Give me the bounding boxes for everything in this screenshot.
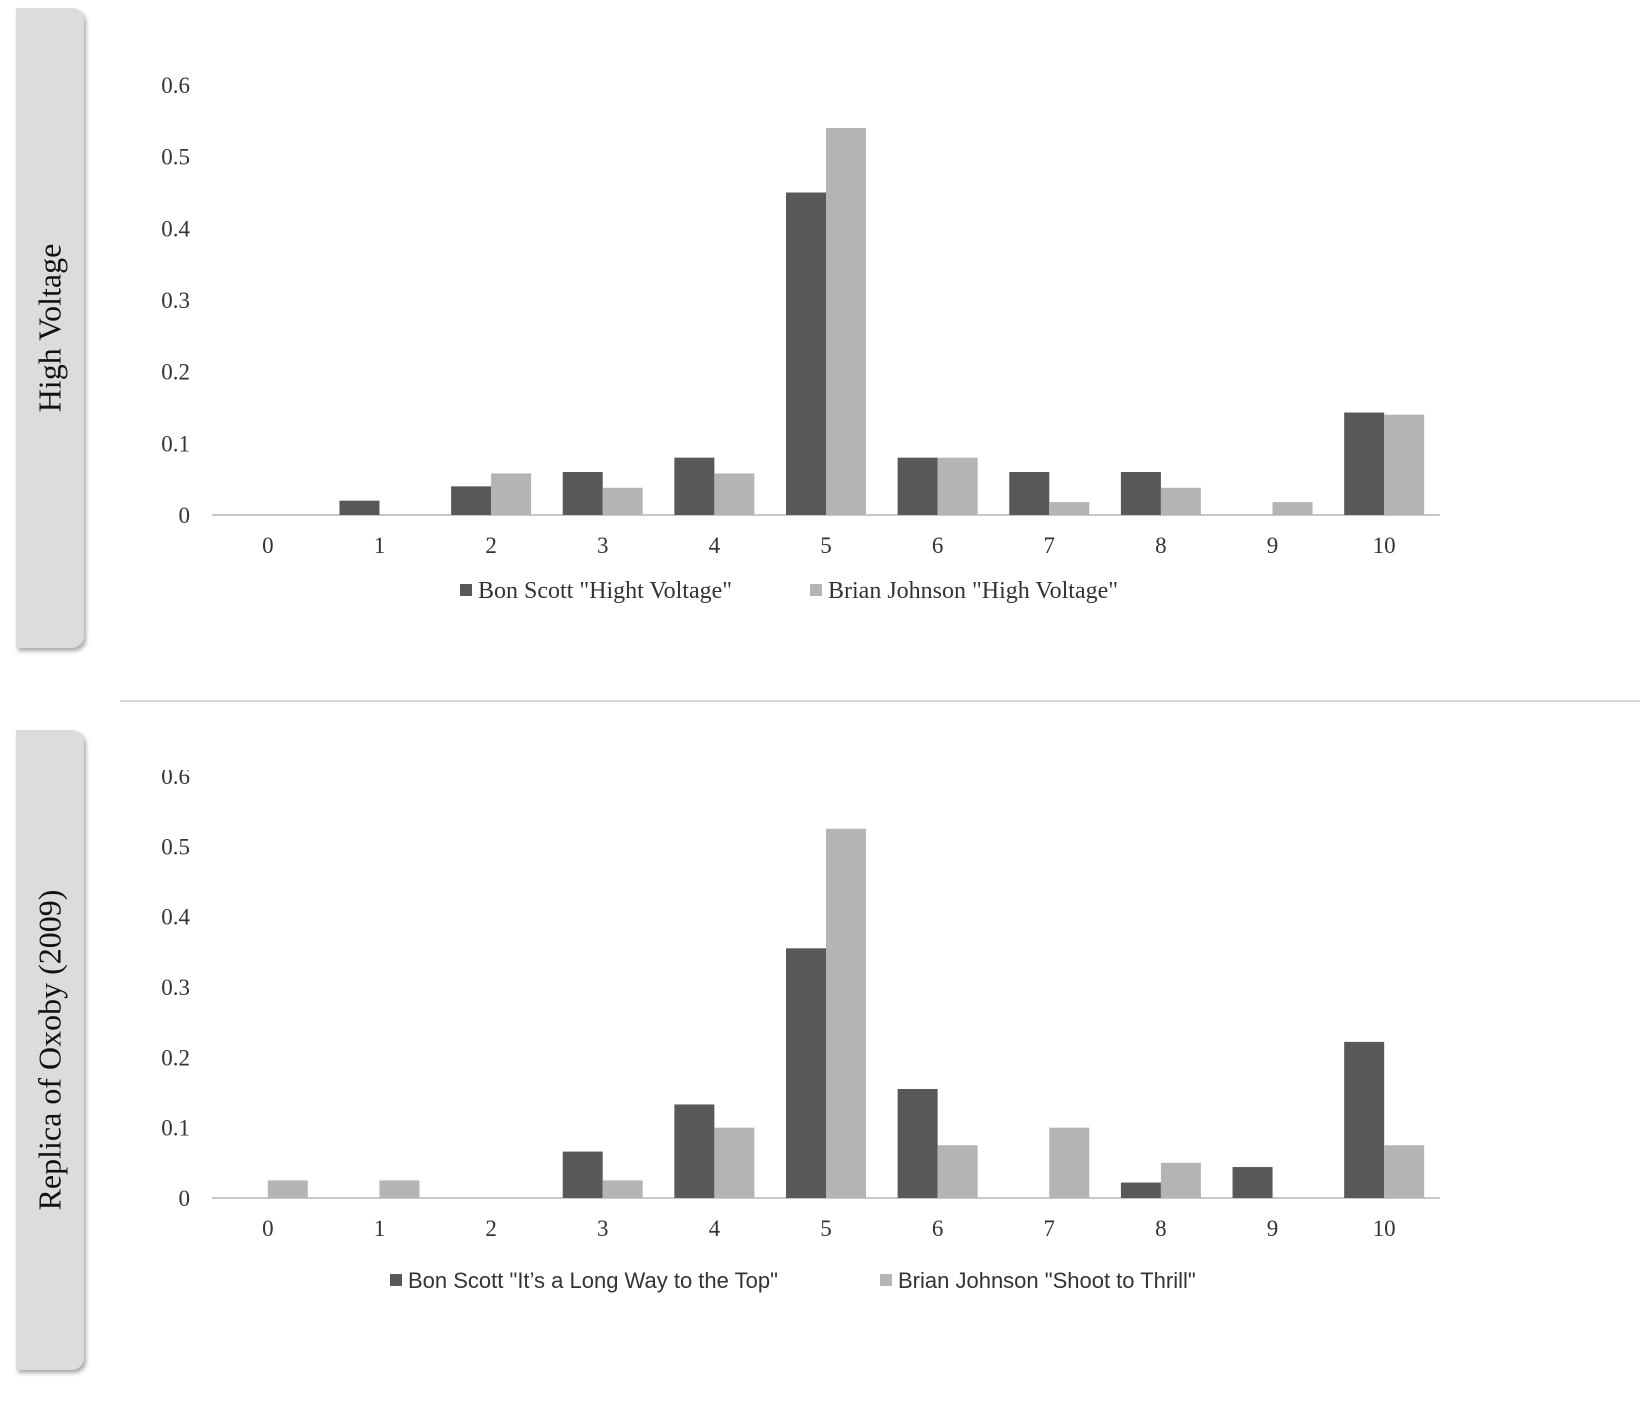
bar-series2-5 [826,828,866,1198]
x-tick-label: 8 [1155,533,1167,558]
y-tick-label: 0 [179,503,191,528]
legend-swatch [810,584,822,596]
bar-series1-2 [451,486,492,515]
legend-swatch [880,1274,892,1286]
x-tick-label: 10 [1373,1216,1396,1241]
y-tick-label: 0.4 [161,905,190,930]
panel-label: Replica of Oxoby (2009) [31,889,68,1211]
legend-entry: Bon Scott "Hight Voltage" [478,578,732,604]
bar-series1-10 [1344,412,1385,515]
bar-series1-6 [897,457,938,515]
panel-tab-high-voltage: High Voltage [16,8,84,648]
bar-series1-7 [1009,472,1050,515]
x-tick-label: 1 [374,533,386,558]
y-tick-label: 0.1 [161,1116,190,1141]
x-tick-label: 0 [262,533,274,558]
panel-tab-replica-oxoby: Replica of Oxoby (2009) [16,730,84,1370]
x-tick-label: 1 [374,1216,386,1241]
x-tick-label: 5 [820,533,832,558]
bar-series2-0 [267,1180,308,1198]
y-tick-label: 0.2 [161,360,190,385]
x-tick-label: 9 [1267,533,1279,558]
y-tick-label: 0.6 [161,73,190,98]
bar-series1-3 [562,472,603,515]
x-tick-label: 3 [597,1216,609,1241]
bar-series2-1 [379,1180,420,1198]
legend-entry: Bon Scott "It’s a Long Way to the Top" [408,1268,778,1293]
bar-series1-8 [1120,1182,1161,1198]
bar-series1-4 [674,457,715,515]
bar-series2-8 [1160,487,1201,515]
panel-divider [120,700,1640,702]
bar-series1-1 [339,500,380,515]
x-tick-label: 0 [262,1216,274,1241]
y-tick-label: 0 [179,1186,191,1211]
high-voltage-bar-chart: 0 0.1 0.2 0.3 0.4 0.5 0.6 0 1 2 3 4 5 6 7 8 9 10 Bon Scott… [161,73,1440,604]
bar-series2-10 [1384,1145,1425,1198]
bar-series2-6 [937,1145,978,1198]
x-tick-label: 10 [1373,533,1396,558]
x-tick-label: 4 [709,533,721,558]
legend-swatch [460,584,472,596]
legend-swatch [390,1274,402,1286]
x-tick-label: 7 [1044,1216,1056,1241]
y-tick-label: 0.3 [161,975,190,1000]
bar-series1-4 [674,1104,715,1198]
bar-series2-5 [826,128,866,515]
x-tick-label: 6 [932,1216,944,1241]
bar-series1-10 [1344,1041,1385,1198]
legend-entry: Brian Johnson "Shoot to Thrill" [898,1268,1196,1293]
y-tick-label: 0.2 [161,1045,190,1070]
x-tick-label: 5 [820,1216,832,1241]
bar-series2-7 [1049,502,1090,515]
bar-series2-10 [1384,414,1425,515]
x-tick-label: 7 [1044,533,1056,558]
panel-label: High Voltage [31,243,68,413]
bar-series1-9 [1232,1167,1273,1198]
bar-series2-4 [714,1127,755,1198]
x-tick-label: 3 [597,533,609,558]
x-tick-label: 9 [1267,1216,1279,1241]
oxoby-replica-bar-chart: 0 0.1 0.2 0.3 0.4 0.5 0.6 0 1 2 3 4 5 6 7 8 9 10 Bon Scott… [161,770,1440,1293]
bar-series2-9 [1272,502,1313,515]
bar-series2-3 [602,487,643,515]
y-tick-label: 0.6 [161,770,190,789]
legend-entry: Brian Johnson "High Voltage" [828,578,1118,604]
bar-series2-3 [602,1180,643,1198]
bar-series2-7 [1049,1127,1090,1198]
y-tick-label: 0.4 [161,216,190,241]
x-tick-label: 4 [709,1216,721,1241]
bar-series2-6 [937,457,978,515]
y-tick-label: 0.5 [161,834,190,859]
y-tick-label: 0.5 [161,145,190,170]
y-tick-label: 0.3 [161,288,190,313]
x-tick-label: 8 [1155,1216,1167,1241]
bar-series2-2 [491,473,532,515]
bar-series2-8 [1160,1162,1201,1198]
bar-series1-8 [1120,472,1161,515]
bar-series1-6 [897,1088,938,1198]
bar-series1-5 [786,192,826,515]
y-tick-label: 0.1 [161,431,190,456]
bar-series1-5 [786,948,826,1198]
x-tick-label: 2 [485,533,497,558]
x-tick-label: 2 [485,1216,497,1241]
bar-series1-3 [562,1151,603,1198]
bar-series2-4 [714,473,755,515]
x-tick-label: 6 [932,533,944,558]
